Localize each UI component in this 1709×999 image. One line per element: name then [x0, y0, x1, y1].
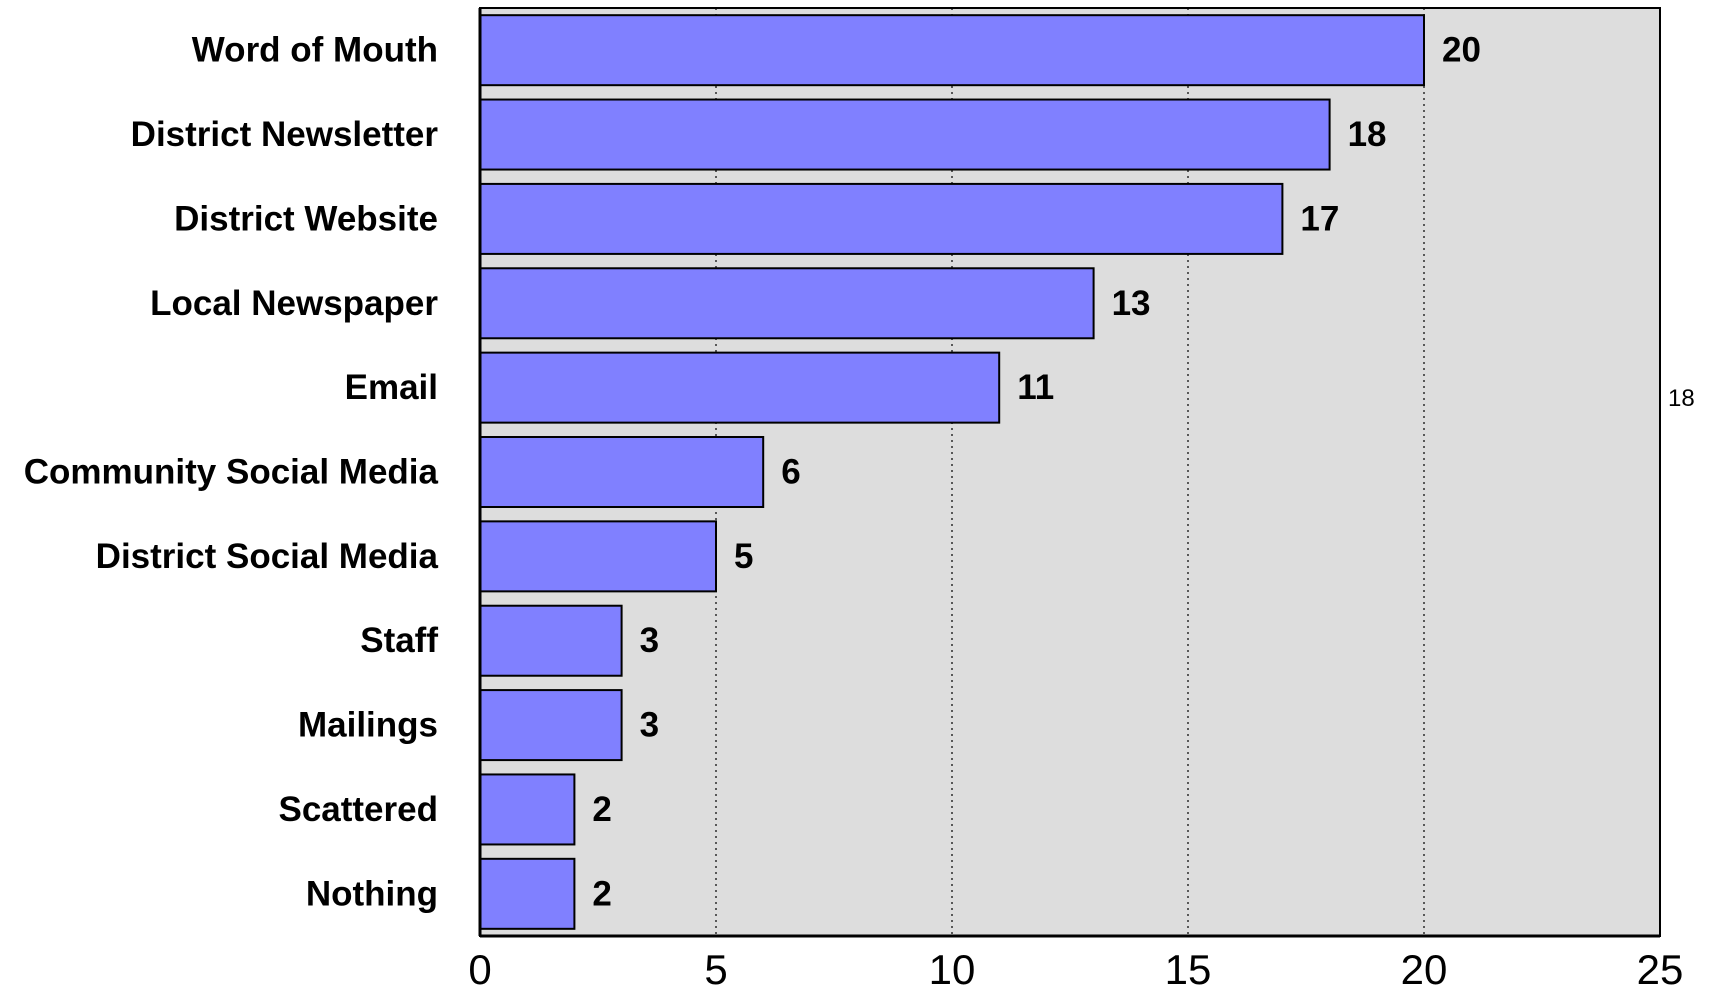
value-label: 3: [640, 706, 659, 745]
x-tick-labels: 0 5 10 15 20 25: [468, 946, 1683, 993]
x-tick-label: 15: [1165, 946, 1212, 993]
value-label: 18: [1348, 115, 1387, 154]
category-label: Nothing: [306, 874, 438, 913]
category-label: Staff: [360, 621, 438, 660]
category-labels: Word of Mouth District Newsletter District…: [24, 31, 439, 914]
bar: [479, 182, 1284, 255]
bar: [479, 689, 623, 762]
value-label: 11: [1017, 368, 1054, 407]
category-label: Word of Mouth: [192, 31, 438, 70]
bars: [479, 14, 1425, 930]
bar: [479, 267, 1095, 340]
value-labels: 20 18 17 13 11 6 5 3 3 2 2: [592, 31, 1481, 914]
bar: [479, 604, 623, 677]
value-label: 3: [640, 621, 659, 660]
value-label: 17: [1300, 199, 1339, 238]
x-tick-label: 0: [468, 946, 491, 993]
bar: [479, 436, 765, 508]
bar: [479, 351, 1001, 424]
category-label: Mailings: [298, 706, 438, 745]
category-label: Community Social Media: [24, 453, 439, 492]
x-tick-label: 5: [704, 946, 727, 993]
category-label: District Website: [174, 199, 438, 238]
x-tick-label: 10: [929, 946, 976, 993]
value-label: 13: [1112, 284, 1151, 323]
value-label: 2: [592, 874, 611, 913]
value-label: 6: [781, 453, 800, 492]
value-label: 2: [592, 790, 611, 829]
bar: [479, 14, 1425, 87]
category-label: Scattered: [278, 790, 438, 829]
bar: [479, 98, 1331, 171]
x-tick-label: 20: [1401, 946, 1448, 993]
category-label: District Social Media: [96, 537, 439, 576]
category-label: Email: [345, 368, 438, 407]
x-tick-label: 25: [1637, 946, 1684, 993]
bar: [479, 520, 717, 593]
value-label: 5: [734, 537, 753, 576]
side-note: 18: [1668, 385, 1695, 412]
value-label: 20: [1442, 31, 1481, 70]
category-label: District Newsletter: [131, 115, 439, 154]
bar: [479, 857, 576, 930]
category-label: Local Newspaper: [150, 284, 438, 323]
bar: [479, 773, 576, 846]
